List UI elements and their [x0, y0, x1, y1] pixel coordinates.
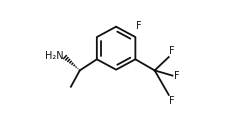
Text: H₂N: H₂N	[45, 51, 64, 61]
Text: F: F	[170, 46, 175, 56]
Text: F: F	[174, 71, 179, 81]
Text: F: F	[136, 21, 142, 31]
Text: F: F	[170, 96, 175, 106]
